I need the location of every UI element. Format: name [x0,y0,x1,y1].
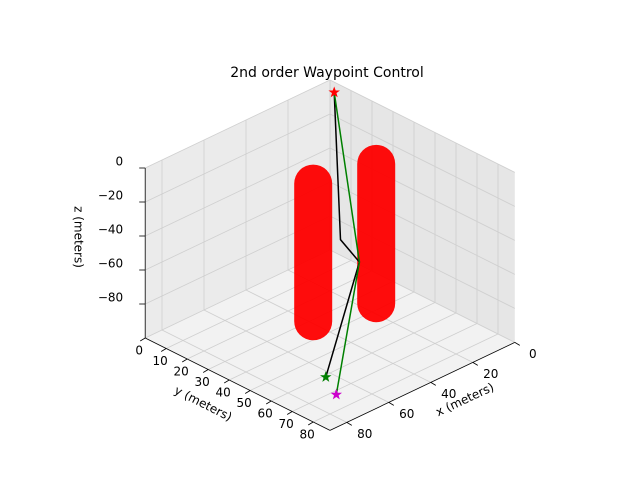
tick-mark [244,390,251,394]
grid-line [250,302,436,391]
grid-line [329,113,515,207]
tick-mark [265,400,272,405]
grid-line [145,147,331,237]
tick-mark [160,348,167,352]
tick-mark [202,369,209,373]
tick-mark [346,422,353,426]
grid-line [161,329,347,423]
tick-mark [388,402,395,406]
x-tick-label: 80 [357,427,372,441]
grid-line [313,333,499,423]
y-tick-label: 80 [300,428,315,442]
y-tick-label: 60 [258,407,273,421]
tick-mark [472,362,479,366]
grid-line [187,270,373,360]
y-tick-label: 20 [174,365,189,379]
pane [145,250,515,431]
z-tick-label: −80 [98,291,123,305]
tick-mark [514,342,521,346]
tick-mark [286,411,293,415]
grid-line [203,309,389,403]
waypoint-marker [330,388,343,400]
z-tick-label: −40 [98,223,123,237]
z-tick-label: 0 [116,155,124,169]
z-tick-label: −20 [98,189,123,203]
waypoint-marker [320,371,332,382]
grid-line [329,79,515,173]
y-tick-label: 30 [195,375,210,389]
trajectory-line [333,92,361,395]
y-tick-label: 70 [279,417,294,431]
grid-line [145,79,331,169]
grid-line [271,312,457,402]
chart-title: 2nd order Waypoint Control [230,65,423,81]
tick-mark [181,358,188,363]
z-axis-label: z (meters) [72,206,86,268]
grid-line [292,323,478,412]
pane [145,80,330,338]
y-tick-label: 40 [216,386,231,400]
axis-line [329,342,515,431]
z-tick-label: −60 [98,257,123,271]
tick-mark [223,379,230,384]
y-tick-label: 0 [135,344,143,358]
y-tick-label: 50 [237,396,252,410]
x-tick-label: 0 [529,347,537,361]
y-tick-label: 10 [153,354,168,368]
x-tick-label: 20 [483,367,498,381]
grid-line [145,113,331,203]
x-tick-label: 60 [399,407,414,421]
trajectory-line [325,92,361,378]
waypoint-marker [328,86,340,98]
axis-line [145,337,331,431]
tick-mark [139,337,146,342]
tick-mark [307,421,314,426]
tick-mark [430,382,437,386]
x-tick-label: 40 [441,387,456,401]
